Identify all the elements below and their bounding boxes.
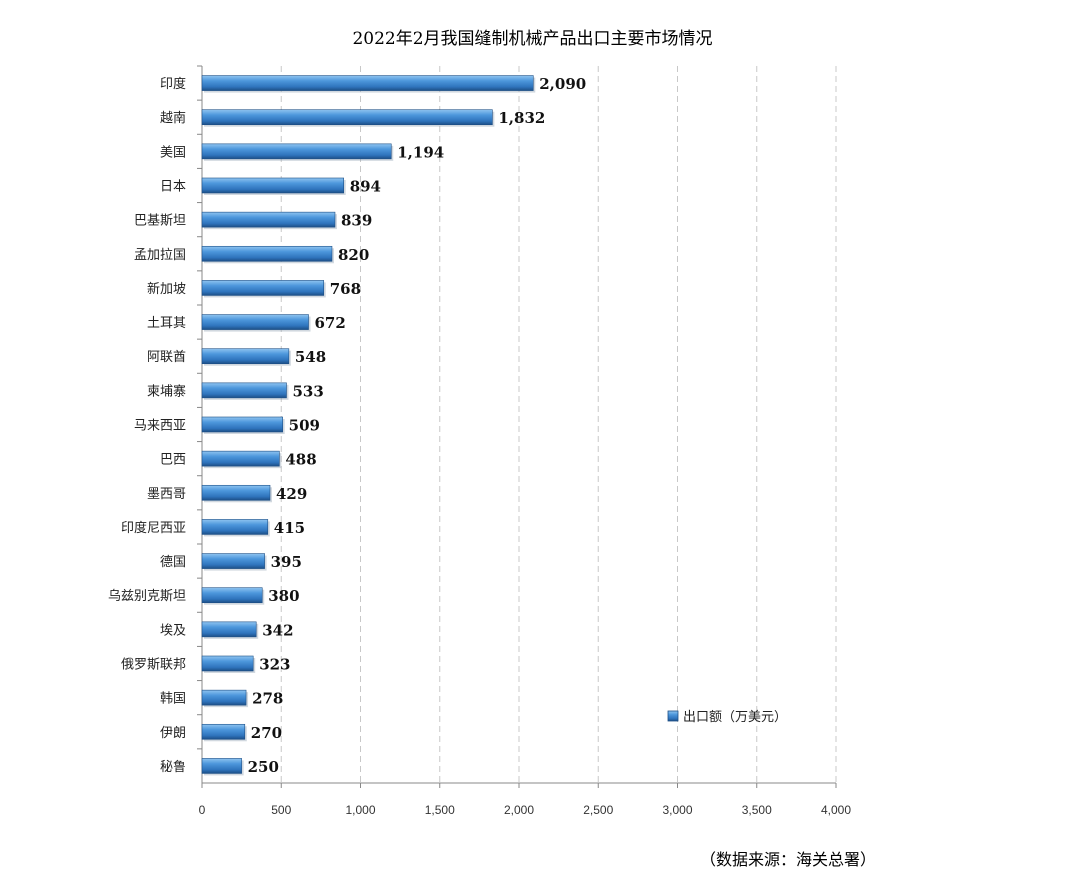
chart-title: 2022年2月我国缝制机械产品出口主要市场情况 xyxy=(352,29,713,49)
category-label: 新加坡 xyxy=(147,281,186,297)
category-label: 马来西亚 xyxy=(134,419,186,434)
x-tick-label: 3,500 xyxy=(742,803,772,817)
bar xyxy=(201,245,333,262)
category-label: 伊朗 xyxy=(160,726,186,741)
x-tick-label: 0 xyxy=(199,803,206,817)
bar xyxy=(201,621,257,638)
value-label: 488 xyxy=(285,451,316,469)
x-tick-label: 3,000 xyxy=(662,803,692,817)
value-label: 839 xyxy=(341,212,372,230)
bar xyxy=(201,109,493,126)
category-label: 日本 xyxy=(160,180,186,195)
bar xyxy=(201,314,309,330)
value-label: 548 xyxy=(295,348,326,366)
category-label: 阿联酋 xyxy=(147,349,186,365)
x-tick-label: 1,000 xyxy=(345,803,375,817)
legend-label: 出口额（万美元） xyxy=(683,710,787,725)
bar xyxy=(201,519,269,535)
bar xyxy=(201,723,246,740)
bar xyxy=(201,689,247,706)
bar xyxy=(201,587,263,604)
value-label: 768 xyxy=(330,280,361,298)
value-label: 509 xyxy=(289,417,320,435)
category-label: 巴西 xyxy=(160,453,186,468)
category-label: 墨西哥 xyxy=(147,487,186,502)
legend: 出口额（万美元） xyxy=(667,710,787,725)
value-label: 672 xyxy=(315,314,346,332)
x-tick-label: 2,000 xyxy=(504,803,534,817)
category-label: 孟加拉国 xyxy=(134,248,186,263)
value-label: 820 xyxy=(338,246,369,264)
value-label: 250 xyxy=(248,758,279,776)
value-label: 1,194 xyxy=(397,143,444,161)
bar xyxy=(201,484,271,501)
value-label: 270 xyxy=(251,724,282,742)
bar xyxy=(201,553,265,569)
bar xyxy=(201,211,336,228)
category-label: 越南 xyxy=(160,110,186,126)
category-label: 埃及 xyxy=(160,623,186,638)
category-label: 俄罗斯联邦 xyxy=(121,658,186,673)
value-label: 342 xyxy=(262,621,293,639)
value-label: 429 xyxy=(276,485,307,503)
category-label: 秘鲁 xyxy=(160,760,186,775)
value-label: 323 xyxy=(259,656,290,674)
value-label: 278 xyxy=(252,690,283,708)
category-label: 德国 xyxy=(160,555,186,570)
value-label: 894 xyxy=(350,178,381,196)
bars xyxy=(201,75,536,776)
value-label: 533 xyxy=(292,382,323,400)
bar xyxy=(201,143,392,160)
category-label: 美国 xyxy=(160,145,186,160)
x-tick-label: 1,500 xyxy=(425,803,455,817)
bar xyxy=(201,75,534,91)
value-label: 2,090 xyxy=(539,75,586,93)
value-label: 380 xyxy=(268,587,299,605)
category-label: 乌兹别克斯坦 xyxy=(108,588,186,604)
labels: 0 500 1,000 1,500 2,000 2,500 3,000 3,500 4,000 印… xyxy=(108,75,851,817)
bar xyxy=(201,348,290,365)
x-tick-label: 4,000 xyxy=(821,803,851,817)
bar xyxy=(201,655,254,672)
bar xyxy=(201,280,325,296)
legend-swatch xyxy=(667,710,679,722)
bar xyxy=(201,758,242,774)
category-label: 印度尼西亚 xyxy=(121,520,186,536)
category-label: 印度 xyxy=(160,76,186,92)
category-label: 柬埔寨 xyxy=(147,383,186,399)
value-label: 415 xyxy=(274,519,305,537)
bar xyxy=(201,416,283,433)
category-label: 土耳其 xyxy=(147,316,186,331)
value-label: 395 xyxy=(271,553,302,571)
source-note: （数据来源：海关总署） xyxy=(700,850,877,869)
category-label: 巴基斯坦 xyxy=(134,214,186,229)
bar xyxy=(201,450,280,467)
value-label: 1,832 xyxy=(498,109,545,127)
x-tick-label: 500 xyxy=(271,803,291,817)
category-label: 韩国 xyxy=(160,692,186,707)
grid-lines xyxy=(280,66,837,783)
x-tick-label: 2,500 xyxy=(583,803,613,817)
bar xyxy=(201,382,287,399)
bar xyxy=(201,177,344,194)
